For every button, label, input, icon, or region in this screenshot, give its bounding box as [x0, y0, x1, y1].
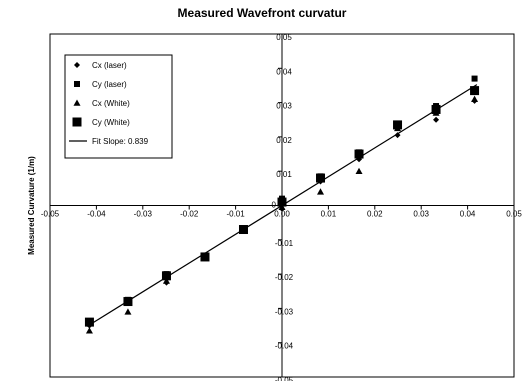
point-cx-laser [433, 116, 440, 123]
point-cx-white [124, 308, 132, 315]
y-tick-label: 0.05 [276, 33, 292, 42]
x-tick-label: -0.01 [226, 210, 245, 219]
point-cx-white [471, 95, 479, 102]
legend-label-cy-laser: Cy (laser) [92, 80, 127, 89]
x-tick-label: 0.01 [321, 210, 337, 219]
point-cx-white [278, 203, 286, 211]
point-cy-laser [471, 75, 478, 82]
y-tick-label: 0.04 [276, 67, 292, 76]
legend-marker-cy-laser [74, 81, 80, 87]
chart-title: Measured Wavefront curvatur [177, 6, 347, 20]
y-tick-label: 0.01 [276, 170, 292, 179]
legend-label-cy-white: Cy (White) [92, 118, 130, 127]
point-cy-white [470, 86, 480, 96]
point-cy-white [316, 173, 326, 183]
point-cy-white [277, 197, 287, 207]
y-tick-label: 0.03 [276, 102, 292, 111]
y-tick-label: 0.02 [276, 136, 292, 145]
point-cx-white [355, 167, 363, 174]
y-tick-label: -0.02 [275, 273, 294, 282]
y-tick-label: -0.03 [275, 307, 294, 316]
point-cy-white [123, 297, 133, 307]
point-cx-white [162, 277, 170, 284]
point-cx-white [85, 327, 93, 334]
x-tick-label: 0.00 [274, 210, 290, 219]
y-axis-title: Measured Curvature (1/m) [27, 156, 36, 255]
point-cy-white [161, 271, 171, 281]
x-tick-label: -0.05 [41, 210, 60, 219]
x-tick-label: -0.02 [180, 210, 199, 219]
y-tick-label: -0.05 [275, 376, 294, 381]
legend-label-cx-white: Cx (White) [92, 99, 130, 108]
x-tick-label: 0.03 [413, 210, 429, 219]
point-cy-white [200, 252, 210, 262]
x-tick-label: 0.02 [367, 210, 383, 219]
legend-marker-cx-laser [74, 62, 80, 68]
y-tick-label: -0.01 [275, 239, 294, 248]
legend-label-cx-laser: Cx (laser) [92, 61, 127, 70]
x-tick-label: 0.05 [506, 210, 522, 219]
point-cx-white [317, 188, 325, 195]
point-cy-white [84, 317, 94, 327]
point-cy-white [393, 120, 403, 130]
y-tick-label: 0 [272, 201, 277, 210]
point-cy-white [354, 149, 364, 159]
x-tick-label: -0.04 [87, 210, 106, 219]
legend-marker-cx-white [73, 99, 81, 106]
y-tick-label: -0.04 [275, 342, 294, 351]
point-cy-white [431, 104, 441, 114]
point-cx-laser [394, 132, 401, 139]
point-cy-white [238, 225, 248, 235]
legend-marker-cy-white [72, 117, 82, 127]
x-tick-label: -0.03 [134, 210, 153, 219]
x-tick-label: 0.04 [460, 210, 476, 219]
legend-label-fit: Fit Slope: 0.839 [92, 137, 149, 146]
